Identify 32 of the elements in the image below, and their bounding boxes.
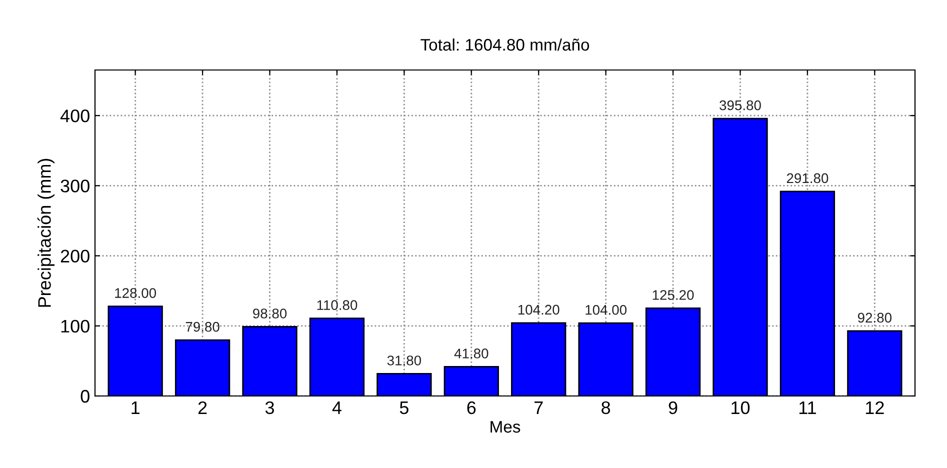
data-label: 104.20: [518, 304, 560, 315]
x-tick-label: 2: [198, 401, 207, 414]
x-axis-title: Mes: [490, 421, 520, 433]
data-label: 291.80: [786, 173, 828, 184]
x-tick-label: 3: [265, 401, 274, 414]
y-tick-label: 400: [60, 110, 90, 122]
data-label: 98.80: [253, 308, 287, 318]
x-tick-label: 8: [602, 401, 610, 414]
x-tick-label: 11: [799, 402, 816, 414]
data-label: 104.00: [586, 304, 627, 315]
data-label: 31.80: [387, 356, 422, 366]
y-tick-label: 200: [60, 250, 90, 263]
x-tick-label: 7: [534, 402, 543, 414]
y-tick-label: 300: [60, 180, 90, 192]
x-tick-label: 1: [132, 402, 140, 414]
data-label: 41.80: [454, 348, 488, 358]
x-tick-label: 4: [332, 402, 342, 414]
y-axis-title: Precipitación (mm): [37, 158, 54, 307]
x-tick-label: 6: [467, 401, 476, 414]
data-label: 79.80: [186, 322, 220, 332]
x-tick-label: 5: [400, 402, 408, 414]
data-label: 395.80: [720, 100, 761, 110]
x-tick-label: 10: [732, 401, 750, 414]
chart-title: Total: 1604.80 mm/año: [420, 38, 590, 51]
x-tick-label: 12: [866, 401, 884, 414]
data-label: 125.20: [652, 290, 694, 300]
y-tick-label: 100: [61, 320, 90, 333]
data-label: 110.80: [317, 300, 358, 310]
data-label: 128.00: [115, 288, 156, 298]
y-tick-label: 0: [80, 390, 90, 403]
x-tick-label: 9: [668, 401, 678, 414]
data-label: 92.80: [858, 312, 892, 323]
